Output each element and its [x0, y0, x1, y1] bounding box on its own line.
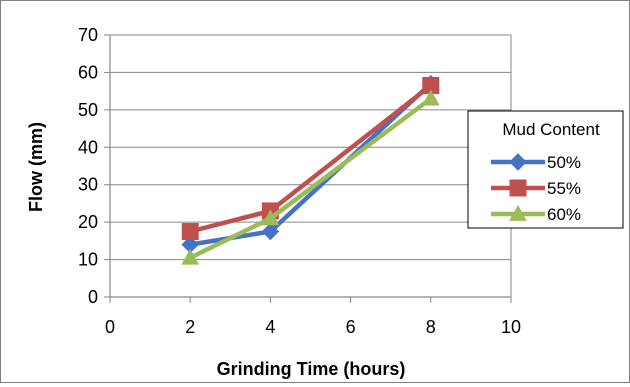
tick-labels: 0 10 20 30 40 50 60 70 0 2 4 6 8 10: [78, 25, 521, 337]
data-point: [181, 223, 199, 240]
legend-item: 50%: [491, 153, 581, 172]
y-tick-label: 0: [88, 287, 98, 307]
y-axis-title: Flow (mm): [26, 122, 46, 212]
x-tick-label: 4: [265, 317, 275, 337]
x-tick-label: 0: [105, 317, 115, 337]
x-tick-label: 2: [185, 317, 195, 337]
legend-item: 60%: [491, 204, 581, 224]
legend-item: 55%: [491, 179, 581, 198]
series-2: [181, 89, 440, 265]
data-point: [261, 209, 280, 226]
legend-box: [467, 110, 624, 229]
y-tick-label: 40: [78, 137, 98, 157]
y-tick-label: 10: [78, 250, 98, 270]
series-line: [189, 83, 433, 234]
y-tick-label: 50: [78, 100, 98, 120]
x-tick-label: 10: [501, 317, 521, 337]
x-axis-title: Grinding Time (hours): [217, 359, 406, 379]
y-tick-label: 30: [78, 175, 98, 195]
axes: [104, 34, 512, 303]
legend-title: Mud Content: [502, 120, 600, 139]
legend-items: 50% 55% 60%: [491, 153, 581, 224]
y-tick-label: 60: [78, 62, 98, 82]
y-tick-label: 70: [78, 25, 98, 45]
legend-swatch-marker: [509, 153, 527, 171]
data-point: [421, 89, 440, 106]
series-1: [181, 77, 440, 240]
legend-label: 60%: [547, 205, 581, 224]
legend-label: 50%: [547, 153, 581, 172]
legend-label: 55%: [547, 179, 581, 198]
legend-swatch-marker: [509, 179, 527, 197]
legend: Mud Content 50% 55% 60%: [467, 110, 624, 229]
data-series: [181, 74, 440, 265]
y-tick-label: 20: [78, 212, 98, 232]
data-point: [181, 248, 200, 265]
legend-swatch-marker: [509, 204, 527, 221]
series-0: [181, 74, 440, 254]
x-tick-label: 6: [346, 317, 356, 337]
data-point: [261, 222, 280, 241]
x-tick-label: 8: [426, 317, 436, 337]
gridlines: [110, 34, 512, 297]
